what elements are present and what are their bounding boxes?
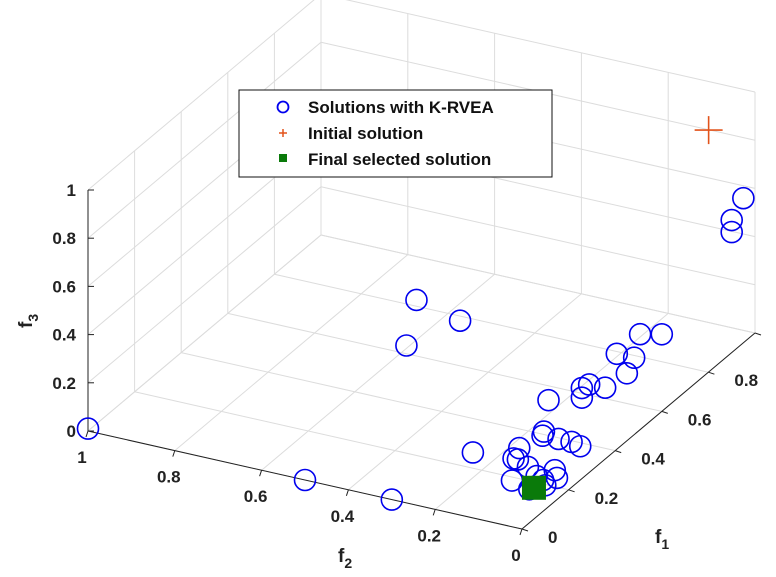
- legend-label-2: Initial solution: [308, 124, 423, 143]
- legend-label-3: Final selected solution: [308, 150, 491, 169]
- z-tick-label: 1: [67, 181, 76, 200]
- legend-label-1: Solutions with K-RVEA: [308, 98, 494, 117]
- x-tick-label: 0: [548, 528, 557, 547]
- data-point-circle: [570, 386, 594, 409]
- y-tick-label: 0.8: [157, 468, 181, 487]
- grid-line: [320, 186, 756, 286]
- y-tick: [432, 509, 436, 516]
- x-axis-line: [521, 332, 756, 530]
- grid-line: [87, 41, 322, 239]
- y-tick-label: 0.4: [331, 507, 355, 526]
- z-axis-label: f3: [16, 314, 41, 328]
- x-tick: [568, 489, 575, 493]
- data-point-circle: [605, 342, 629, 366]
- data-marks: [76, 116, 755, 511]
- tick-labels: 0 0 0 0.2 0.2 0.2 0.4 0.4 0.4 0.6 0.6 0.6 0.8 0.8 0.8 1…: [52, 181, 758, 565]
- data-point-circle: [405, 288, 428, 312]
- data-point-circle: [76, 417, 100, 440]
- grid-line: [174, 254, 409, 451]
- grid-line: [348, 293, 582, 491]
- y-axis-line: [87, 430, 523, 530]
- legend-marker-plus: [279, 129, 287, 137]
- grid-line: [87, 186, 322, 384]
- y-tick: [519, 528, 523, 536]
- data-point-circle: [545, 466, 569, 490]
- legend-box: [238, 89, 553, 178]
- data-point-circle: [531, 424, 554, 448]
- z-tick-label: 0.8: [52, 229, 76, 248]
- y-tick: [345, 489, 349, 496]
- x-tick: [754, 332, 762, 336]
- y-tick: [85, 430, 89, 438]
- axes: [85, 189, 762, 536]
- data-point-circle: [547, 427, 570, 451]
- data-point-plus: [694, 116, 723, 145]
- x-tick: [661, 410, 668, 414]
- legend-marker-square: [279, 154, 287, 162]
- y-tick-label: 1: [77, 448, 86, 467]
- data-point-circle: [502, 447, 525, 470]
- z-tick-label: 0.6: [52, 277, 76, 296]
- z-tick-label: 0: [67, 422, 76, 441]
- data-point-circle: [293, 468, 317, 492]
- data-point-circle: [650, 322, 674, 346]
- y-tick-label: 0.2: [417, 526, 441, 545]
- x-tick-label: 0.8: [734, 371, 758, 390]
- grid-line: [134, 391, 569, 491]
- x-tick-label: 0.6: [688, 410, 712, 429]
- y-tick-label: 0: [511, 546, 520, 565]
- grid-line: [345, 0, 756, 93]
- data-point-circle: [395, 334, 418, 357]
- z-tick-label: 0.4: [52, 326, 76, 345]
- x-tick: [708, 371, 715, 375]
- grid-line: [274, 273, 709, 373]
- grid-line: [261, 273, 495, 471]
- grid-line: [181, 352, 616, 452]
- data-point-circle: [448, 309, 472, 333]
- data-point-circle: [568, 434, 592, 458]
- data-point-square: [521, 475, 546, 500]
- data-point-circle: [720, 208, 744, 232]
- data-point-circle: [628, 322, 652, 346]
- x-tick: [521, 528, 529, 532]
- legend: Solutions with K-RVEA Initial solution F…: [238, 89, 553, 178]
- data-point-circle: [732, 186, 755, 210]
- grid-line: [227, 312, 662, 412]
- grid: [87, 0, 756, 530]
- y-tick: [259, 470, 263, 477]
- z-tick-label: 0.2: [52, 374, 76, 393]
- data-point-circle: [615, 362, 639, 385]
- x-tick-label: 0.2: [595, 489, 619, 508]
- grid-line: [434, 313, 669, 510]
- legend-marker-circle: [276, 100, 290, 114]
- x-axis-label: f1: [655, 527, 669, 552]
- x-tick-label: 0.4: [641, 450, 665, 469]
- data-point-circle: [720, 220, 744, 244]
- data-point-circle: [461, 441, 485, 464]
- y-tick: [172, 450, 176, 457]
- x-tick: [615, 450, 622, 454]
- data-point-circle: [593, 376, 617, 400]
- y-tick-label: 0.6: [244, 487, 268, 506]
- data-point-circle: [507, 436, 531, 460]
- data-point-circle: [380, 488, 404, 511]
- grid-line: [320, 234, 756, 334]
- data-point-circle: [537, 388, 560, 412]
- y-axis-label: f2: [338, 546, 352, 571]
- data-point-circle: [622, 346, 646, 370]
- grid-line: [87, 0, 315, 191]
- grid-line: [87, 234, 322, 432]
- data-point-circle: [577, 373, 601, 396]
